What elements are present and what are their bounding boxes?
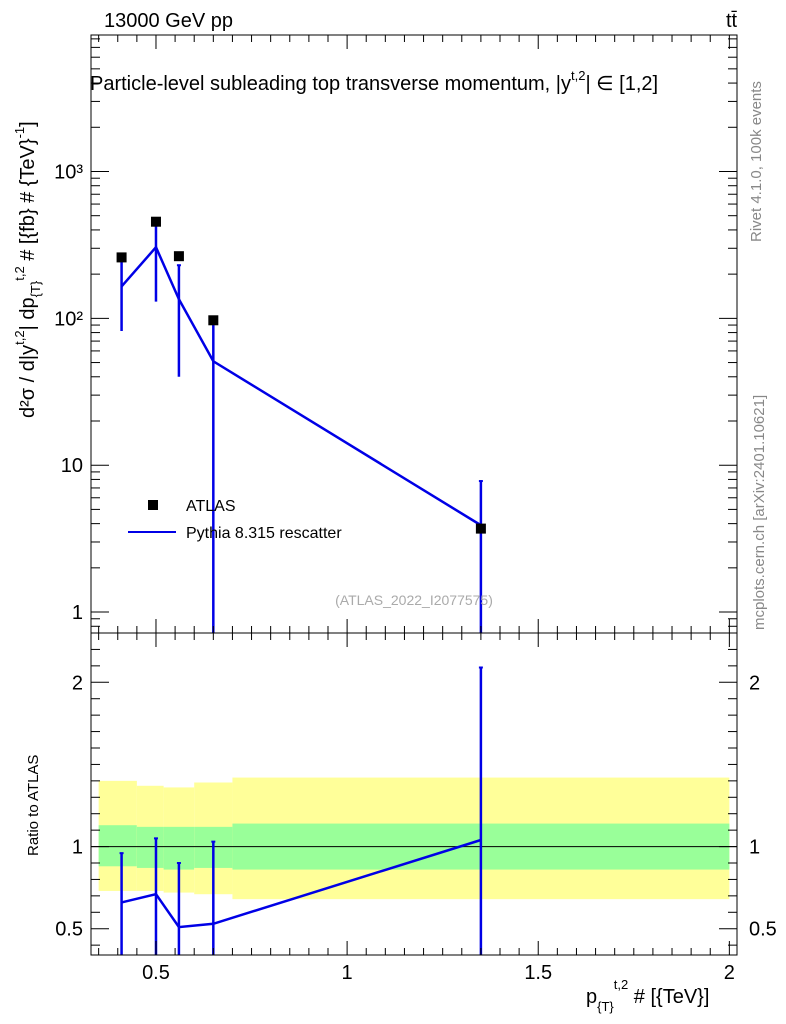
y-tick-label-main: 10³ <box>54 161 83 183</box>
y-tick-label-main: 10² <box>54 308 83 330</box>
plot-title: Particle-level subleading top transverse… <box>90 68 658 95</box>
main-frame <box>90 34 738 634</box>
x-tick-label: 1.5 <box>524 962 552 984</box>
ratio-panel-bands <box>91 777 737 900</box>
mcplots-label: mcplots.cern.ch [arXiv:2401.10621] <box>751 395 768 630</box>
main-panel-series <box>116 216 486 633</box>
y-tick-label-main: 10 <box>61 455 83 477</box>
process-label: tt̄ <box>726 10 738 32</box>
ratio-panel-axes: 0.5 1 1.5 2 0.5 0.5 1 1 2 2 <box>55 619 777 984</box>
y-axis-label-ratio: Ratio to ATLAS <box>25 755 42 856</box>
ratio-frame <box>90 632 738 956</box>
x-tick-label: 0.5 <box>142 962 170 984</box>
y-tick-label-main: 1 <box>72 602 83 624</box>
legend-atlas-label: ATLAS <box>186 498 236 515</box>
analysis-watermark: (ATLAS_2022_I2077575) <box>335 592 493 608</box>
plot-title-main: Particle-level subleading top transverse… <box>90 73 571 95</box>
plot-title-sup: t,2 <box>571 68 585 83</box>
legend: ATLAS Pythia 8.315 rescatter <box>128 498 342 542</box>
atlas-marker <box>208 315 219 326</box>
y-axis-label-main: d²σ / d|yt,2| dp{T}t,2 # [{fb} # {TeV}-1… <box>12 121 43 418</box>
main-panel-axes: 1 10 10² 10³ <box>54 34 738 634</box>
atlas-marker <box>475 523 486 534</box>
pythia-line <box>120 244 482 527</box>
legend-atlas-marker <box>148 500 158 510</box>
plot-title-tail: | ∈ [1,2] <box>585 73 658 95</box>
energy-label: 13000 GeV pp <box>104 10 233 32</box>
atlas-marker <box>173 251 184 262</box>
x-tick-label: 2 <box>724 962 735 984</box>
y-tick-label-ratio-left: 2 <box>72 672 83 694</box>
atlas-marker <box>150 216 161 227</box>
y-tick-label-ratio-right: 2 <box>749 672 760 694</box>
ratio-pythia-line <box>121 838 482 929</box>
ratio-stat-band <box>98 825 137 867</box>
ratio-panel-series <box>119 666 483 955</box>
rivet-label: Rivet 4.1.0, 100k events <box>748 81 765 242</box>
y-tick-label-ratio-right: 1 <box>749 837 760 859</box>
atlas-marker <box>116 252 127 263</box>
legend-pythia-label: Pythia 8.315 rescatter <box>186 525 342 542</box>
y-tick-label-ratio-right: 0.5 <box>749 919 777 941</box>
y-tick-label-ratio-left: 0.5 <box>55 919 83 941</box>
x-tick-label: 1 <box>342 962 353 984</box>
x-axis-label: p{T}t,2 # [{TeV}] <box>586 977 709 1014</box>
y-tick-label-ratio-left: 1 <box>72 837 83 859</box>
ratio-stat-band <box>136 826 164 868</box>
